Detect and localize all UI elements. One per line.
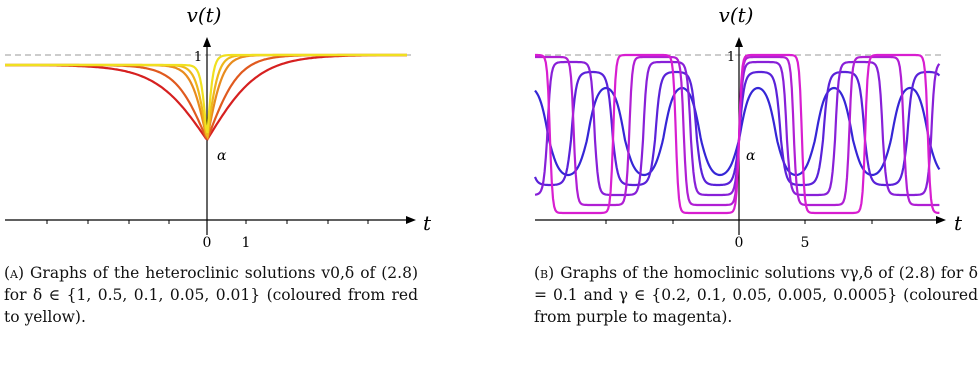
- y-one-label: 1: [727, 50, 735, 65]
- alpha-label: α: [217, 148, 227, 164]
- alpha-label: α: [746, 148, 756, 164]
- caption-a: (a) Graphs of the heteroclinic solutions …: [4, 262, 418, 328]
- x-tick-label-zero: 0: [735, 235, 744, 251]
- x-axis-arrowhead: [936, 216, 946, 224]
- caption-b: (b) Graphs of the homoclinic solutions vγ…: [534, 262, 978, 328]
- y-axis-label: v(t): [719, 3, 754, 27]
- homoclinic-plot: v(t) t 1 α 0 5: [533, 3, 963, 251]
- caption-text: Graphs of the heteroclinic solutions v0,…: [4, 264, 418, 326]
- x-axis-arrowhead: [406, 216, 416, 224]
- y-one-label: 1: [194, 50, 202, 65]
- curves: [533, 53, 941, 215]
- heteroclinic-curve: [5, 53, 407, 134]
- x-tick-label-one: 1: [242, 235, 251, 251]
- x-tick-label-zero: 0: [203, 235, 212, 251]
- x-axis-label: t: [954, 211, 963, 235]
- figure-b: v(t) t 1 α 0 5 (b) Graphs of the homoclin…: [520, 0, 980, 375]
- y-axis-label: v(t): [187, 3, 222, 27]
- homoclinic-curve: [535, 53, 940, 215]
- y-axis-arrowhead: [203, 37, 211, 47]
- caption-text: Graphs of the homoclinic solutions vγ,δ …: [534, 264, 978, 326]
- x-tick-marks: [605, 220, 873, 224]
- x-tick-marks: [46, 220, 369, 224]
- figure-a: v(t) t 1 α 0 1 (a) Graphs of the heterocl…: [0, 0, 432, 375]
- y-axis-arrowhead: [735, 37, 743, 47]
- x-axis-label: t: [423, 211, 432, 235]
- curves: [5, 53, 407, 141]
- heteroclinic-plot: v(t) t 1 α 0 1: [5, 3, 432, 251]
- caption-tag: (b): [534, 264, 555, 282]
- caption-tag: (a): [4, 264, 25, 282]
- x-tick-label-five: 5: [801, 235, 810, 251]
